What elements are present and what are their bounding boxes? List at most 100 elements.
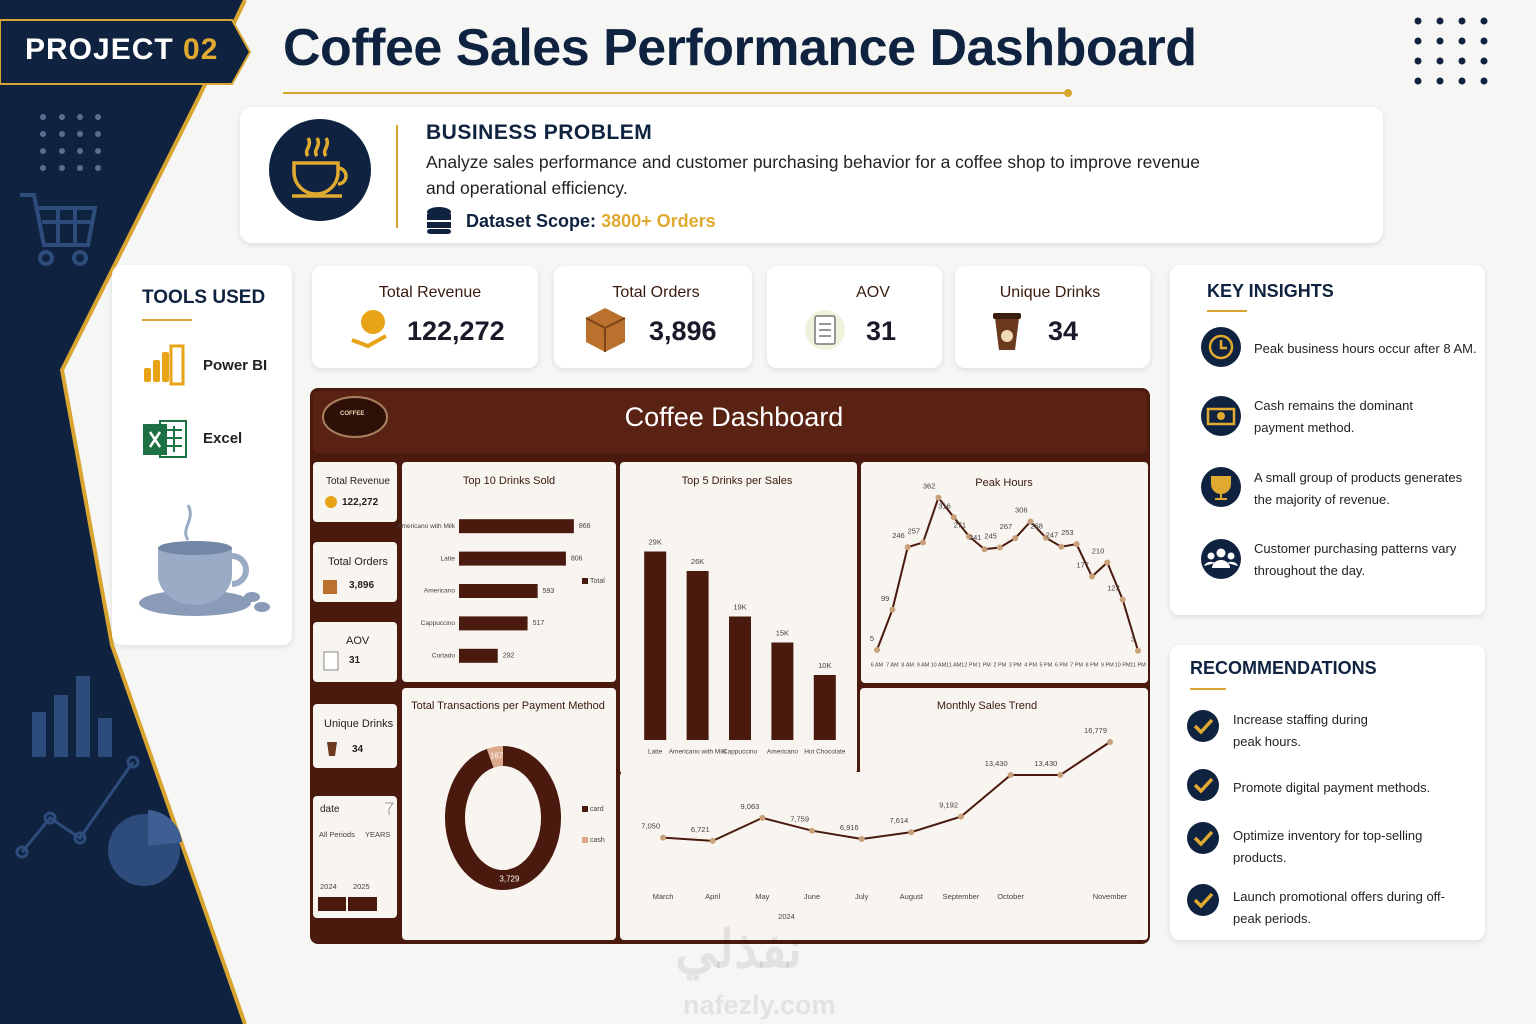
rec-item: Promote digital payment methods. [1233,780,1431,795]
insights-card [1170,265,1485,615]
data-label: 7,614 [890,816,909,825]
data-label: 362 [923,482,936,491]
bar [813,675,836,740]
data-label: 292 [503,653,515,660]
bar [459,551,566,566]
x-tick-label: November [1093,892,1128,901]
tools-heading: TOOLS USED [142,287,266,308]
data-label: 306 [1015,506,1028,515]
database-icon [427,207,451,234]
category-label: Hot Chocolate [804,749,846,756]
slicer-field[interactable]: date [320,804,340,815]
revenue-icon [351,310,387,349]
line [662,741,1111,842]
x-tick-label: 6 PM [1055,662,1068,668]
problem-card [240,107,1383,243]
data-label: 3 [1131,635,1135,644]
card-label: Total Orders [328,556,388,568]
x-tick-label: 7 AM [886,662,899,668]
problem-text: Analyze sales performance and customer p… [426,152,1200,198]
point [709,837,716,844]
title-underline-dot [1064,89,1072,97]
excel-icon [143,420,187,458]
kpi-value: 122,272 [407,316,505,346]
dashboard-logo [322,396,388,438]
point [950,514,957,521]
x-tick-label: 6 AM [871,662,884,668]
bar [459,648,498,663]
x-tick-label: 10 AM [931,662,947,668]
point [935,494,942,501]
tool-item: Power BI [203,357,268,374]
aov-icon [805,310,845,350]
point [809,827,815,834]
data-label: 267 [1000,522,1013,531]
data-label: 593 [543,588,555,595]
point [920,539,927,546]
data-label: 806 [571,555,583,562]
point [660,834,666,841]
data-label: 123 [1107,584,1120,593]
x-tick-label: 4 PM [1024,662,1037,668]
x-tick-label: 1 PM [978,662,991,668]
cart-icon [20,193,98,266]
point [1104,559,1111,566]
data-label: 6,721 [691,825,710,834]
dataset-value: 3800+ Orders [601,211,716,231]
kpi-value: 34 [1048,316,1079,346]
slicer-level[interactable]: YEARS [365,830,391,839]
rec-item: Launch promotional offers during off-pea… [1233,889,1445,926]
x-tick-label: 11 AM [946,662,962,668]
kpi-label: Unique Drinks [999,284,1101,301]
slicer-period[interactable]: All Periods [319,830,355,839]
insight-item: Customer purchasing patterns vary throug… [1254,541,1457,578]
kpi-label: AOV [856,284,890,301]
project-number: 02 [183,33,219,66]
data-label: 167 [490,752,504,761]
point [904,544,911,551]
logo-text: COFFEE [340,411,365,417]
slicer-year[interactable]: 2024 [320,882,337,891]
point [858,835,865,842]
category-label: Cortado [432,653,456,660]
point [874,646,880,653]
slicer-year[interactable]: 2025 [353,882,370,891]
kpi-card [767,266,942,368]
data-label: 241 [969,533,982,542]
rec-icons [1187,710,1219,916]
project-badge [0,19,252,85]
data-label: 7,759 [790,815,809,824]
x-tick-label: October [997,892,1024,901]
category-label: Latte [648,749,663,756]
x-tick-label: September [943,892,980,901]
card-label: Total Revenue [326,476,390,487]
line-decoration [15,755,140,859]
recs-heading: RECOMMENDATIONS [1190,658,1377,678]
dashboard-title: Coffee Dashboard [624,402,844,432]
insights-heading: KEY INSIGHTS [1207,281,1334,301]
legend-label: card [590,806,604,813]
data-label: 253 [1061,528,1074,537]
kpi-card [312,266,538,368]
chart-title: Top 10 Drinks Sold [463,475,555,487]
data-label: 6,916 [840,823,859,832]
card-value: 34 [352,744,364,755]
point [908,829,915,836]
bar [729,616,751,740]
point [1057,771,1064,778]
x-tick-label: July [855,892,869,901]
bar-decoration [32,676,112,757]
kpi-label: Total Revenue [378,284,482,301]
data-label: 9,063 [741,802,760,811]
point [1107,739,1113,746]
x-tick-label: 8 AM [901,662,914,668]
card-value: 3,896 [349,580,375,591]
chart-title: Total Transactions per Payment Method [411,700,605,712]
point [1135,647,1141,654]
drinks-icon [993,313,1021,350]
x-tick-label: April [705,892,720,901]
coffee-icon [269,119,371,221]
data-label: 245 [984,532,997,541]
category-label: Latte [441,555,456,562]
